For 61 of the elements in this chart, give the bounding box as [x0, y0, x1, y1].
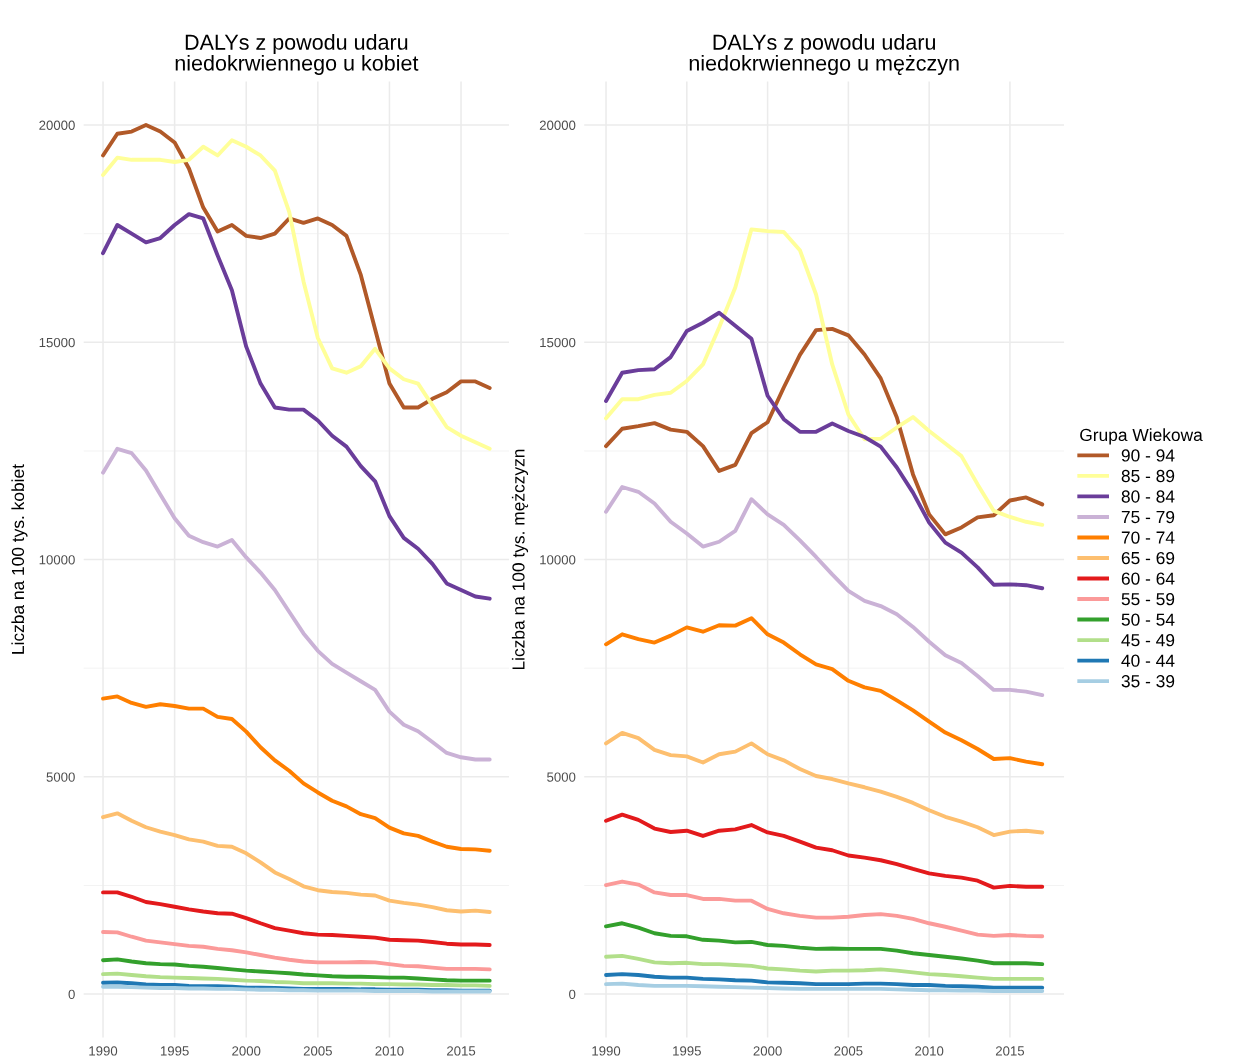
x-tick-label: 1995 — [673, 1046, 701, 1056]
line-series — [101, 212, 492, 601]
legend-label: 60 - 64 — [1121, 572, 1175, 585]
legend-label: 40 - 44 — [1121, 654, 1175, 667]
line-series — [101, 971, 492, 988]
line-series — [101, 123, 492, 410]
chart-title: DALYs z powodu udaru niedokrwiennego u kobiet — [175, 34, 419, 75]
line-series — [604, 972, 1045, 990]
legend-label: 45 - 49 — [1121, 634, 1175, 647]
legend-label: 55 - 59 — [1121, 592, 1175, 606]
y-tick-label: 15000 — [39, 337, 75, 348]
x-tick-label: 1995 — [160, 1046, 189, 1056]
legend-label: 65 - 69 — [1121, 551, 1175, 565]
y-tick-label: 0 — [569, 989, 576, 1000]
line-series — [101, 446, 492, 762]
legend-label: 70 - 74 — [1121, 531, 1175, 544]
x-tick-label: 2000 — [232, 1046, 261, 1056]
legend-label: 50 - 54 — [1121, 613, 1175, 626]
line-series — [604, 921, 1045, 967]
y-tick-label: 20000 — [39, 120, 75, 130]
x-tick-label: 2005 — [303, 1046, 332, 1056]
y-axis-title: Liczba na 100 tys. mężczyzn — [511, 449, 529, 670]
line-series — [604, 326, 1045, 537]
line-series — [101, 957, 492, 983]
y-tick-label: 20000 — [539, 120, 576, 130]
line-series — [101, 138, 492, 451]
y-tick-label: 5000 — [46, 772, 75, 782]
legend-label: 75 - 79 — [1121, 510, 1175, 524]
line-series — [604, 485, 1045, 698]
x-tick-label: 2000 — [753, 1046, 782, 1056]
x-tick-label: 2015 — [995, 1046, 1025, 1056]
legend-label: 80 - 84 — [1121, 490, 1175, 503]
y-tick-label: 0 — [68, 989, 75, 1000]
x-tick-label: 2010 — [375, 1046, 404, 1056]
line-series — [604, 227, 1045, 527]
line-series — [101, 930, 492, 972]
line-series — [604, 879, 1045, 939]
x-tick-label: 2005 — [834, 1046, 863, 1056]
x-tick-label: 1990 — [89, 1046, 118, 1056]
y-tick-label: 10000 — [39, 555, 75, 565]
line-series — [101, 694, 492, 853]
legend-label: 85 - 89 — [1121, 469, 1175, 483]
y-tick-label: 15000 — [540, 337, 576, 348]
line-series — [604, 953, 1045, 981]
x-tick-label: 2010 — [915, 1046, 944, 1056]
line-series — [101, 890, 492, 947]
chart-title: DALYs z powodu udaru niedokrwiennego u mężczyn — [689, 34, 959, 75]
legend-label: 35 - 39 — [1121, 675, 1175, 688]
legend-title: Grupa Wiekowa — [1080, 428, 1203, 445]
y-axis-title: Liczba na 100 tys. kobiet — [11, 464, 28, 654]
line-series — [604, 981, 1045, 994]
line-series — [101, 811, 492, 914]
y-tick-label: 10000 — [540, 555, 576, 565]
line-series — [604, 812, 1045, 890]
line-series — [604, 731, 1045, 838]
x-tick-label: 2015 — [447, 1046, 476, 1056]
legend-label: 90 - 94 — [1121, 449, 1175, 462]
y-tick-label: 5000 — [547, 772, 576, 782]
line-series — [604, 310, 1045, 591]
line-series — [604, 616, 1045, 767]
x-tick-label: 1990 — [592, 1046, 621, 1056]
